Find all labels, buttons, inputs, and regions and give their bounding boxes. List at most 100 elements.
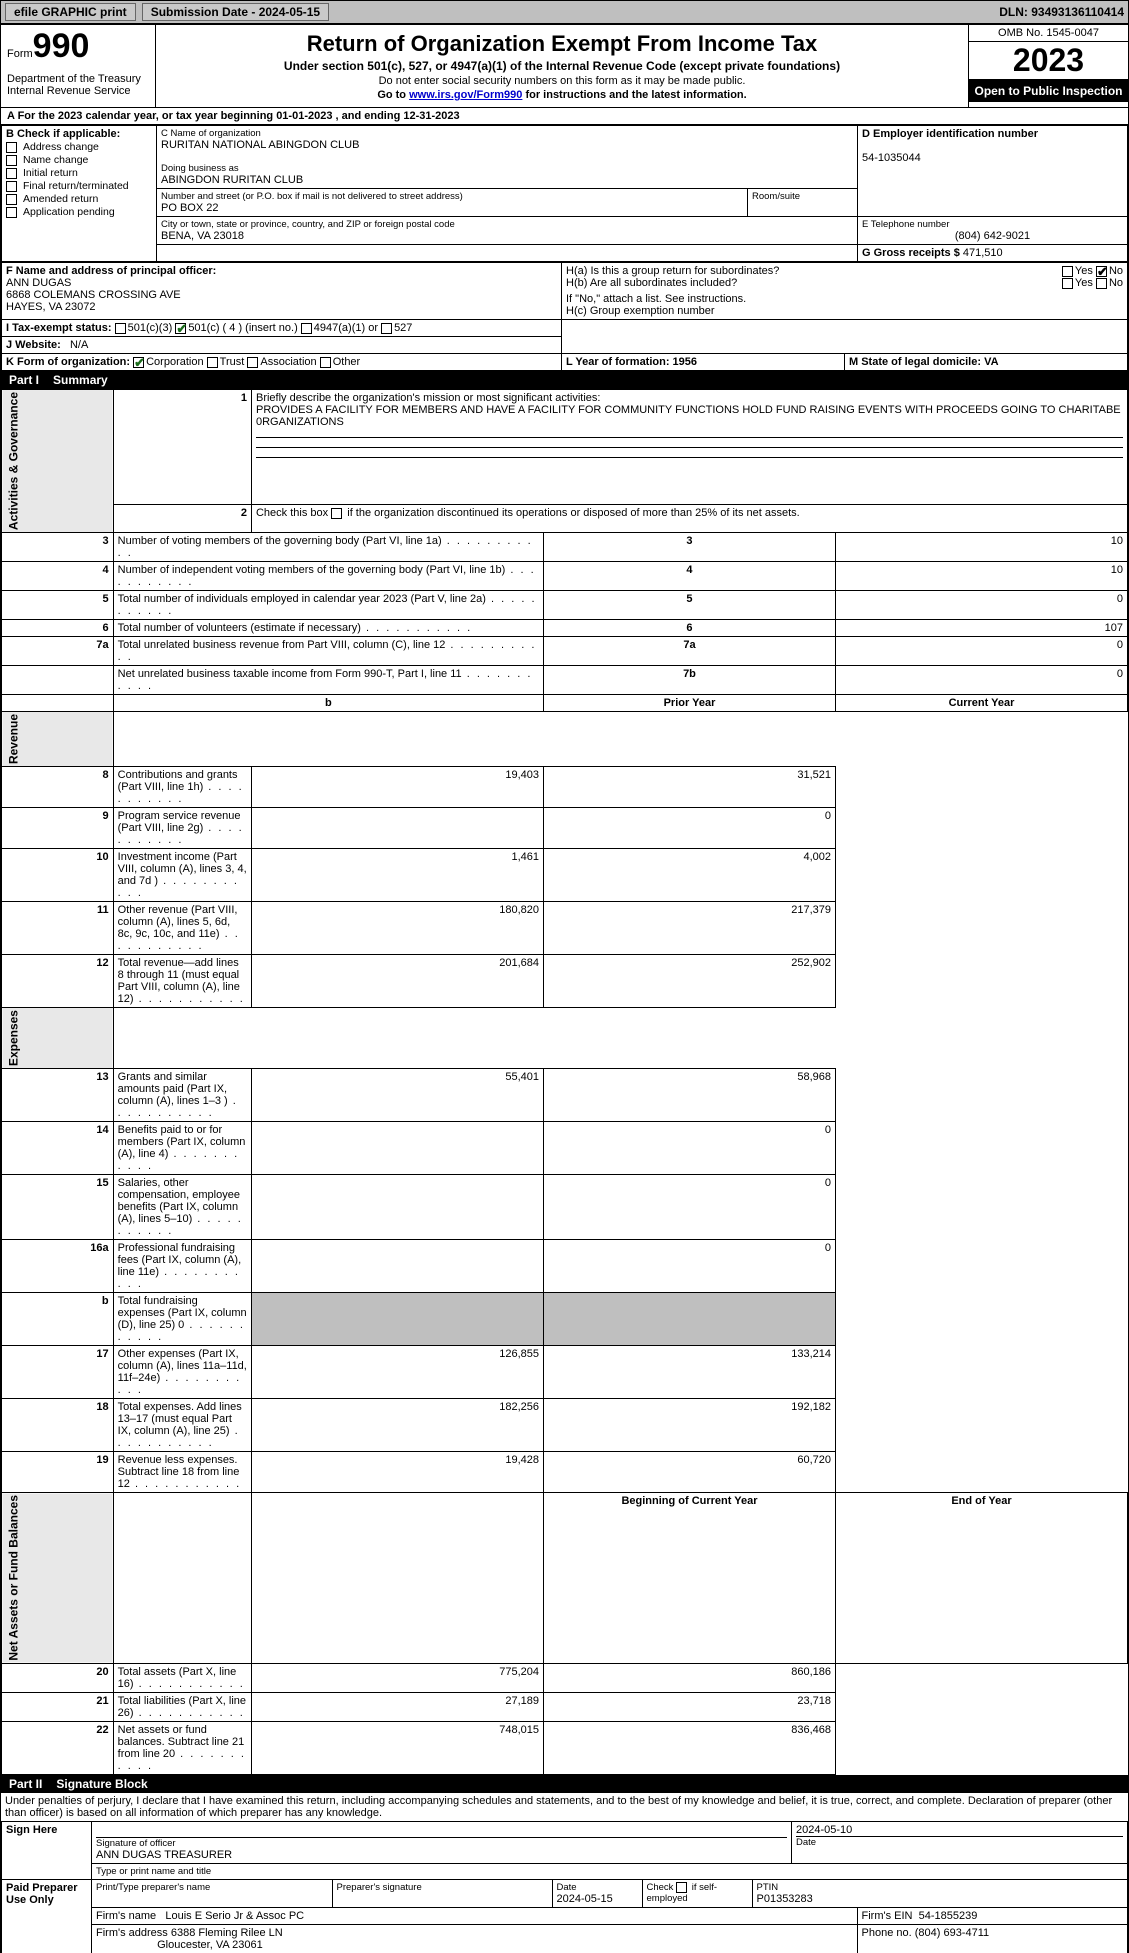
side-rev: Revenue [2, 712, 114, 767]
h-note-cell: If "No," attach a list. See instructions… [562, 291, 1128, 320]
chk-initial-return[interactable] [6, 168, 17, 179]
k-cell: K Form of organization: Corporation Trus… [2, 354, 562, 371]
room-lbl: Room/suite [752, 191, 853, 202]
line-text: Total unrelated business revenue from Pa… [113, 637, 543, 666]
k-corp[interactable] [133, 357, 144, 368]
l2-cell: Check this box Check this box if the org… [251, 505, 1127, 533]
g-lbl: G Gross receipts $ [862, 247, 960, 259]
c-dba: ABINGDON RURITAN CLUB [161, 174, 303, 186]
i-4947[interactable] [301, 323, 312, 334]
line-num: 19 [2, 1452, 114, 1493]
line-text: Total number of individuals employed in … [113, 591, 543, 620]
dln-label: DLN: 93493136110414 [999, 5, 1124, 19]
topbar: efile GRAPHIC print Submission Date - 20… [0, 0, 1129, 24]
lbl-initial-return: Initial return [23, 167, 78, 179]
part1-title: Summary [53, 373, 108, 387]
prior-val: 182,256 [251, 1399, 543, 1452]
form-header: Form990 Department of the Treasury Inter… [1, 25, 1128, 108]
lbl-final-return: Final return/terminated [23, 180, 129, 192]
col-b: B Check if applicable: Address change Na… [2, 126, 157, 262]
l2-chk[interactable] [331, 508, 342, 519]
line-text: Revenue less expenses. Subtract line 18 … [113, 1452, 251, 1493]
lbl-amended: Amended return [23, 193, 98, 205]
prior-val: 126,855 [251, 1346, 543, 1399]
c-name: RURITAN NATIONAL ABINGDON CLUB [161, 139, 359, 151]
line-col: 4 [543, 562, 835, 591]
k-assoc[interactable] [247, 357, 258, 368]
i-501c[interactable] [175, 323, 186, 334]
side-exp: Expenses [2, 1008, 114, 1069]
prep-row2: Firm's name Louis E Serio Jr & Assoc PC … [92, 1907, 1128, 1924]
line-val: 10 [835, 533, 1127, 562]
line-val: 10 [835, 562, 1127, 591]
tax-year: 2023 [969, 42, 1128, 80]
line-num: 21 [2, 1692, 114, 1721]
line-val: 0 [835, 666, 1127, 695]
goto-note: Go to www.irs.gov/Form990 for instructio… [166, 89, 958, 101]
line-num: 18 [2, 1399, 114, 1452]
phone: (804) 693-4711 [915, 1927, 989, 1939]
line-col: 7b [543, 666, 835, 695]
curr-val: 0 [543, 1240, 835, 1293]
ha-yes[interactable] [1062, 266, 1073, 277]
irs-link[interactable]: www.irs.gov/Form990 [409, 89, 522, 101]
prior-val: 27,189 [251, 1692, 543, 1721]
lm-cell: L Year of formation: 1956 M State of leg… [562, 354, 1128, 371]
e-val: (804) 642-9021 [862, 230, 1123, 242]
empty-under-city [157, 245, 858, 262]
chk-address-change[interactable] [6, 142, 17, 153]
line-num: 10 [2, 849, 114, 902]
line-text: Investment income (Part VIII, column (A)… [113, 849, 251, 902]
curr-val: 0 [543, 1175, 835, 1240]
l1n: 1 [113, 390, 251, 505]
line-text: Total liabilities (Part X, line 26) [113, 1692, 251, 1721]
i-501c3[interactable] [115, 323, 126, 334]
j-lbl: J Website: [6, 339, 61, 351]
bal-hdr1: Beginning of Current Year [543, 1493, 835, 1664]
hc-val-cell [562, 320, 1128, 354]
k-other[interactable] [320, 357, 331, 368]
hb-yes[interactable] [1062, 278, 1073, 289]
line-text: Professional fundraising fees (Part IX, … [113, 1240, 251, 1293]
row-a-text: A For the 2023 calendar year, or tax yea… [7, 110, 460, 122]
form-word: Form [7, 48, 33, 60]
curr-val: 23,718 [543, 1692, 835, 1721]
efile-print-button[interactable]: efile GRAPHIC print [5, 3, 136, 21]
line-num: 16a [2, 1240, 114, 1293]
curr-val: 836,468 [543, 1721, 835, 1774]
ha-no[interactable] [1096, 266, 1107, 277]
line-num: 6 [2, 620, 114, 637]
chk-amended[interactable] [6, 194, 17, 205]
line-num: 15 [2, 1175, 114, 1240]
goto-pre: Go to [377, 89, 409, 101]
prep-name-lbl: Print/Type preparer's name [96, 1882, 328, 1893]
lbl-name-change: Name change [23, 154, 88, 166]
chk-final-return[interactable] [6, 181, 17, 192]
line-text: Program service revenue (Part VIII, line… [113, 808, 251, 849]
type-lbl: Type or print name and title [96, 1866, 1123, 1877]
i-527[interactable] [381, 323, 392, 334]
line-text: Number of voting members of the governin… [113, 533, 543, 562]
line-text: Total revenue—add lines 8 through 11 (mu… [113, 955, 251, 1008]
chk-name-change[interactable] [6, 155, 17, 166]
hb-note: If "No," attach a list. See instructions… [566, 293, 746, 305]
self-emp-chk[interactable] [676, 1882, 687, 1893]
prior-val [251, 1240, 543, 1293]
line-num: 8 [2, 767, 114, 808]
paid-preparer: Paid Preparer Use Only [2, 1879, 92, 1953]
line-num: 13 [2, 1069, 114, 1122]
i-o3: 4947(a)(1) or [314, 322, 378, 334]
chk-app-pending[interactable] [6, 207, 17, 218]
curr-val [543, 1293, 835, 1346]
street-cell: Number and street (or P.O. box if mail i… [157, 189, 748, 217]
line-text: Total fundraising expenses (Part IX, col… [113, 1293, 251, 1346]
prior-val: 19,428 [251, 1452, 543, 1493]
k-trust[interactable] [207, 357, 218, 368]
hb-no[interactable] [1096, 278, 1107, 289]
line-col: 3 [543, 533, 835, 562]
sig-officer-lbl: Signature of officer [96, 1838, 787, 1849]
prior-val [251, 808, 543, 849]
prior-val: 19,403 [251, 767, 543, 808]
prior-val: 180,820 [251, 902, 543, 955]
city-lbl: City or town, state or province, country… [161, 219, 853, 230]
